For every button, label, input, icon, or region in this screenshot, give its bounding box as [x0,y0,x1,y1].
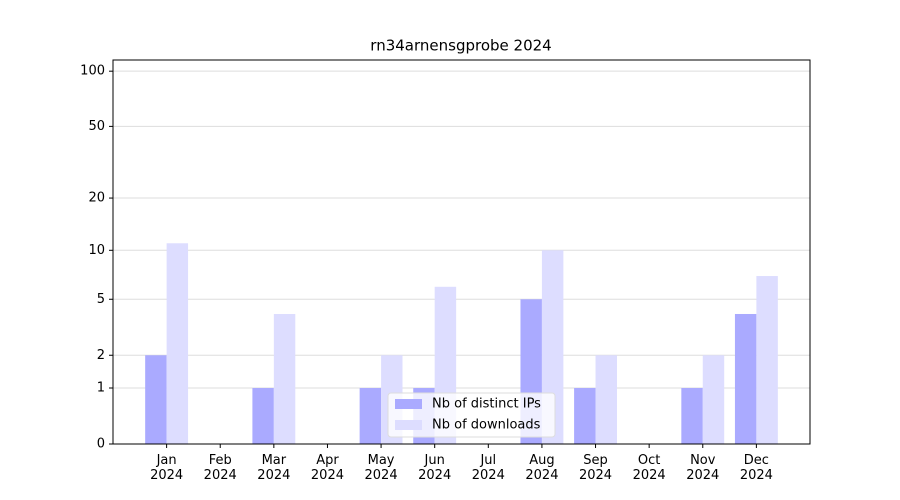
y-tick-label: 5 [97,292,105,307]
legend-label: Nb of distinct IPs [432,397,541,412]
plot-frame [112,59,811,445]
x-tick-label: Nov 2024 [686,453,720,483]
x-tick-label: Feb 2024 [203,453,237,483]
x-tick-label: Jul 2024 [471,453,505,483]
bar [681,388,703,444]
bar [145,355,167,444]
x-tick-label: Aug 2024 [525,453,559,483]
chart-title: rn34arnensgprobe 2024 [370,37,551,55]
y-tick-label: 2 [97,348,105,363]
x-tick-label: Oct 2024 [632,453,666,483]
bar [756,276,778,444]
bar [252,388,274,444]
x-tick-label: Jan 2024 [150,453,184,483]
bar [359,388,382,444]
y-tick-label: 1 [97,381,105,396]
x-tick-label: Jun 2024 [418,453,452,483]
x-tick-label: Sep 2024 [578,453,613,483]
bar [595,355,617,444]
x-tick-label: Dec 2024 [739,453,773,483]
y-tick-label: 0 [97,437,105,452]
legend-swatch [395,420,422,430]
x-tick-label: Apr 2024 [310,453,344,483]
x-tick-label: May 2024 [364,453,398,483]
legend-label: Nb of downloads [432,418,541,433]
bar [574,388,596,444]
bar [734,313,757,444]
bar [702,355,725,444]
y-tick-label: 100 [80,64,105,79]
bar [166,243,189,444]
x-tick-label: Mar 2024 [257,453,291,483]
legend-swatch [395,399,422,409]
y-tick-label: 10 [88,243,105,258]
y-tick-label: 50 [88,119,105,134]
legend-box [387,392,556,438]
bar [273,313,296,444]
y-tick-label: 20 [88,191,105,206]
